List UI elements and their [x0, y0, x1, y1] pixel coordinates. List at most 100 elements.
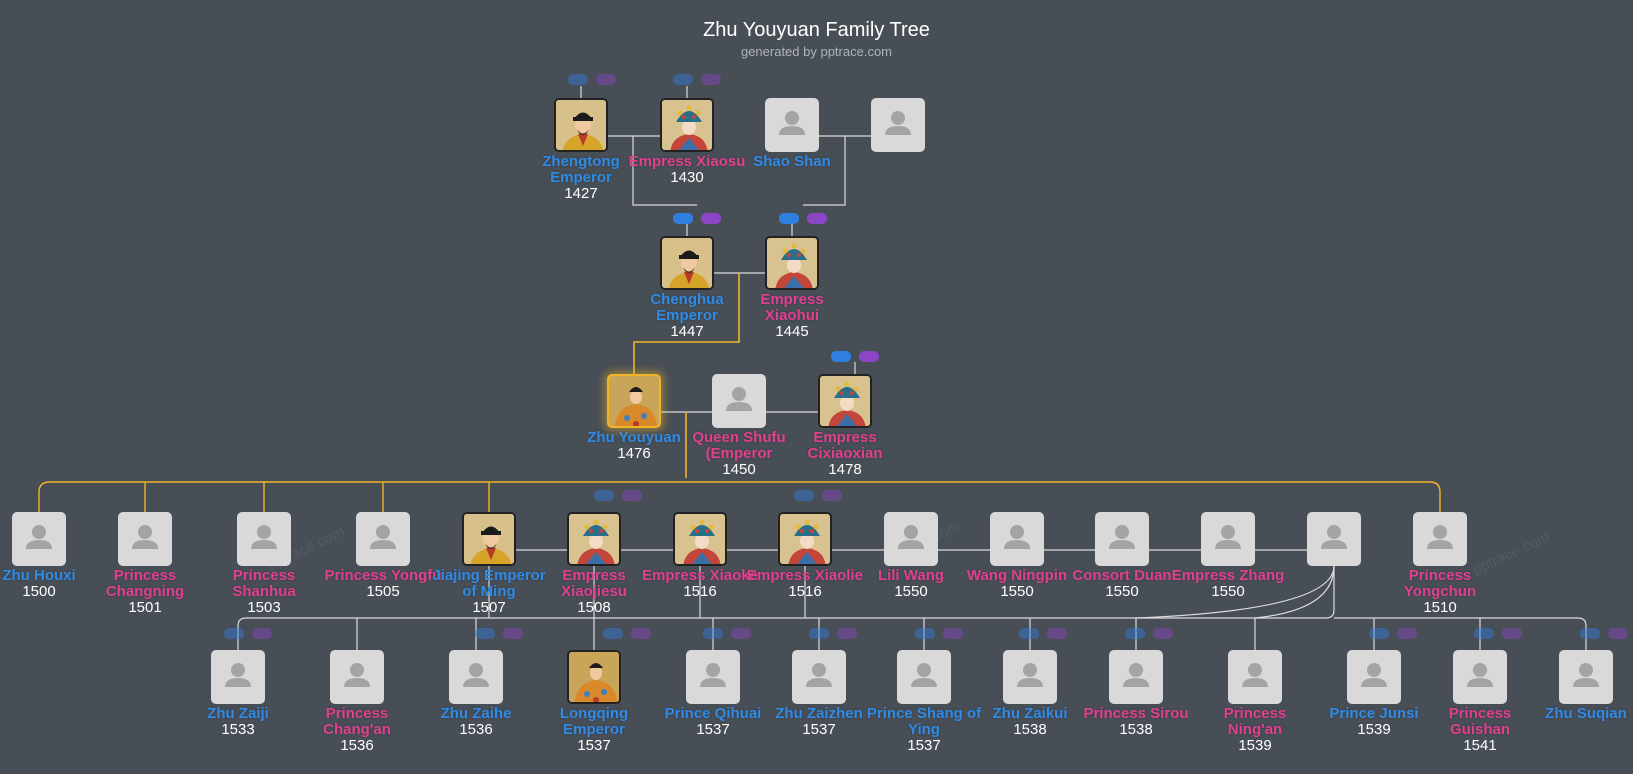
expand-father-toggle[interactable]	[779, 213, 799, 224]
person-card-xiaolie[interactable]: Empress Xiaolie 1516	[745, 512, 865, 600]
person-placeholder-icon[interactable]	[1228, 650, 1282, 704]
person-card-shufu[interactable]: Queen Shufu (Emperor 1450	[679, 374, 799, 478]
person-card-ezhang[interactable]: Empress Zhang 1550	[1168, 512, 1288, 600]
expand-mother-toggle[interactable]	[1047, 628, 1067, 639]
person-card-xiaosu[interactable]: Empress Xiaosu 1430	[627, 98, 747, 186]
expand-father-toggle[interactable]	[1474, 628, 1494, 639]
person-placeholder-icon[interactable]	[330, 650, 384, 704]
person-card-qihuai[interactable]: Prince Qihuai 1537	[653, 650, 773, 738]
person-card-youyuan[interactable]: Zhu Youyuan 1476	[574, 374, 694, 462]
expand-mother-toggle[interactable]	[1608, 628, 1628, 639]
person-card-suqian[interactable]: Zhu Suqian	[1526, 650, 1633, 722]
person-placeholder-icon[interactable]	[237, 512, 291, 566]
expand-mother-toggle[interactable]	[943, 628, 963, 639]
person-placeholder-icon[interactable]	[211, 650, 265, 704]
person-placeholder-icon[interactable]	[712, 374, 766, 428]
person-card-guishan[interactable]: Princess Guishan 1541	[1420, 650, 1540, 754]
person-placeholder-icon[interactable]	[1413, 512, 1467, 566]
person-card-yongfu[interactable]: Princess Yongfu 1505	[323, 512, 443, 600]
portrait-photo[interactable]	[567, 512, 621, 566]
person-card-shaoshan[interactable]: Shao Shan	[732, 98, 852, 170]
portrait-photo[interactable]	[607, 374, 661, 428]
person-card-shaowife[interactable]	[838, 98, 958, 154]
expand-father-toggle[interactable]	[831, 351, 851, 362]
expand-father-toggle[interactable]	[915, 628, 935, 639]
person-card-ningpin[interactable]: Wang Ningpin 1550	[957, 512, 1077, 600]
person-placeholder-icon[interactable]	[990, 512, 1044, 566]
expand-father-toggle[interactable]	[224, 628, 244, 639]
person-card-shanhua[interactable]: Princess Shanhua 1503	[204, 512, 324, 616]
expand-mother-toggle[interactable]	[503, 628, 523, 639]
person-card-houxi[interactable]: Zhu Houxi 1500	[0, 512, 99, 600]
person-placeholder-icon[interactable]	[449, 650, 503, 704]
person-placeholder-icon[interactable]	[765, 98, 819, 152]
expand-father-toggle[interactable]	[703, 628, 723, 639]
person-placeholder-icon[interactable]	[1095, 512, 1149, 566]
expand-mother-toggle[interactable]	[822, 490, 842, 501]
person-card-zaizhen[interactable]: Zhu Zaizhen 1537	[759, 650, 879, 738]
portrait-photo[interactable]	[673, 512, 727, 566]
person-card-zaiji[interactable]: Zhu Zaiji 1533	[178, 650, 298, 738]
person-placeholder-icon[interactable]	[792, 650, 846, 704]
person-card-xiaohui[interactable]: Empress Xiaohui 1445	[732, 236, 852, 340]
portrait-photo[interactable]	[660, 98, 714, 152]
expand-mother-toggle[interactable]	[252, 628, 272, 639]
expand-mother-toggle[interactable]	[1502, 628, 1522, 639]
expand-father-toggle[interactable]	[1019, 628, 1039, 639]
expand-mother-toggle[interactable]	[837, 628, 857, 639]
person-card-chenghua[interactable]: Chenghua Emperor 1447	[627, 236, 747, 340]
person-card-zaihe[interactable]: Zhu Zaihe 1536	[416, 650, 536, 738]
person-placeholder-icon[interactable]	[1201, 512, 1255, 566]
expand-mother-toggle[interactable]	[1153, 628, 1173, 639]
expand-father-toggle[interactable]	[1580, 628, 1600, 639]
person-card-cixiaoxian[interactable]: Empress Cixiaoxian 1478	[785, 374, 905, 478]
portrait-photo[interactable]	[778, 512, 832, 566]
expand-father-toggle[interactable]	[1125, 628, 1145, 639]
person-card-xiaoke[interactable]: Empress Xiaoke 1516	[640, 512, 760, 600]
person-card-ningan[interactable]: Princess Ning'an 1539	[1195, 650, 1315, 754]
person-card-changning[interactable]: Princess Changning 1501	[85, 512, 205, 616]
person-card-zaikui[interactable]: Zhu Zaikui 1538	[970, 650, 1090, 738]
expand-father-toggle[interactable]	[673, 213, 693, 224]
person-card-jiajing[interactable]: Jiajing Emperor of Ming 1507	[429, 512, 549, 616]
person-card-duan[interactable]: Consort Duan 1550	[1062, 512, 1182, 600]
person-card-zhengtong[interactable]: Zhengtong Emperor 1427	[521, 98, 641, 202]
expand-mother-toggle[interactable]	[859, 351, 879, 362]
expand-mother-toggle[interactable]	[807, 213, 827, 224]
person-placeholder-icon[interactable]	[118, 512, 172, 566]
person-placeholder-icon[interactable]	[897, 650, 951, 704]
expand-mother-toggle[interactable]	[701, 213, 721, 224]
person-card-junsi[interactable]: Prince Junsi 1539	[1314, 650, 1434, 738]
expand-father-toggle[interactable]	[594, 490, 614, 501]
portrait-photo[interactable]	[765, 236, 819, 290]
expand-mother-toggle[interactable]	[1397, 628, 1417, 639]
portrait-photo[interactable]	[567, 650, 621, 704]
portrait-photo[interactable]	[462, 512, 516, 566]
person-placeholder-icon[interactable]	[12, 512, 66, 566]
portrait-photo[interactable]	[660, 236, 714, 290]
expand-father-toggle[interactable]	[1369, 628, 1389, 639]
person-placeholder-icon[interactable]	[1003, 650, 1057, 704]
expand-mother-toggle[interactable]	[622, 490, 642, 501]
expand-father-toggle[interactable]	[794, 490, 814, 501]
person-card-shang[interactable]: Prince Shang of Ying 1537	[864, 650, 984, 754]
expand-father-toggle[interactable]	[475, 628, 495, 639]
person-placeholder-icon[interactable]	[1347, 650, 1401, 704]
portrait-photo[interactable]	[554, 98, 608, 152]
person-placeholder-icon[interactable]	[356, 512, 410, 566]
expand-mother-toggle[interactable]	[631, 628, 651, 639]
person-placeholder-icon[interactable]	[1559, 650, 1613, 704]
person-placeholder-icon[interactable]	[884, 512, 938, 566]
portrait-photo[interactable]	[818, 374, 872, 428]
person-placeholder-icon[interactable]	[1453, 650, 1507, 704]
expand-father-toggle[interactable]	[568, 74, 588, 85]
person-card-changan[interactable]: Princess Chang'an 1536	[297, 650, 417, 754]
person-placeholder-icon[interactable]	[871, 98, 925, 152]
person-placeholder-icon[interactable]	[1109, 650, 1163, 704]
person-card-longqing[interactable]: Longqing Emperor 1537	[534, 650, 654, 754]
expand-father-toggle[interactable]	[603, 628, 623, 639]
person-card-unknown[interactable]	[1274, 512, 1394, 568]
person-placeholder-icon[interactable]	[1307, 512, 1361, 566]
expand-mother-toggle[interactable]	[731, 628, 751, 639]
person-card-xiaojiesu[interactable]: Empress Xiaojiesu 1508	[534, 512, 654, 616]
